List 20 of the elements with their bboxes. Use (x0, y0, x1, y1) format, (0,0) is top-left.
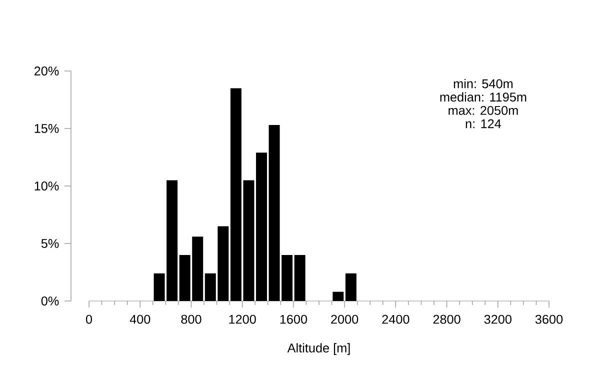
y-tick-label: 15% (34, 124, 59, 133)
y-tick-label: 0% (41, 296, 59, 306)
y-tick-label: 5% (41, 239, 59, 248)
x-tick-label: 400 (130, 314, 150, 324)
x-axis-title: Altitude [m] (287, 343, 350, 355)
y-tick-label: 10% (34, 182, 59, 190)
x-tick-label: 800 (181, 314, 202, 324)
x-tick-label: 3200 (484, 314, 512, 324)
y-tick-label: 20% (34, 66, 59, 76)
annotation: median: 1195m (440, 92, 526, 102)
annotation: max: 2050m (448, 106, 518, 115)
annotation: min: 540m (454, 78, 513, 88)
x-tick-label: 3600 (535, 314, 563, 324)
x-tick-label: 2400 (382, 314, 410, 324)
x-tick-label: 2000 (331, 314, 358, 324)
x-tick-label: 1200 (229, 314, 256, 324)
x-tick-label: 1600 (280, 314, 308, 324)
annotation: n: 124 (466, 119, 502, 128)
x-tick-label: 2800 (433, 314, 460, 324)
x-tick-label: 0 (86, 314, 92, 324)
